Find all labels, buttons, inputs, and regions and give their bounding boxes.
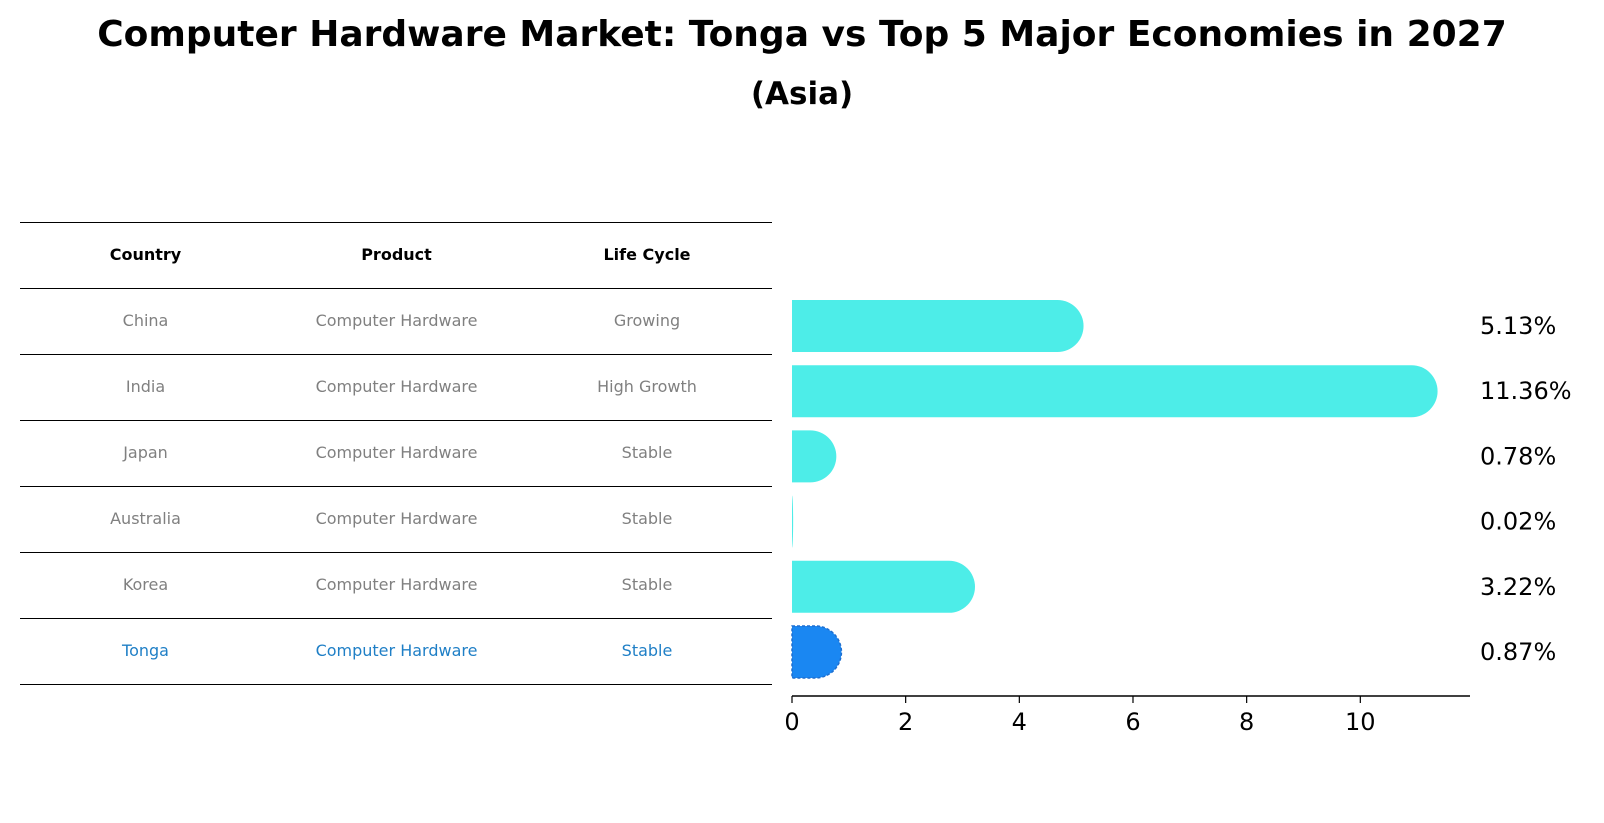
bar <box>792 430 837 483</box>
bar <box>792 300 1084 352</box>
life-cycle-cell: Stable <box>621 641 673 660</box>
column-header-country: Country <box>109 245 182 264</box>
column-header-product: Product <box>361 245 432 264</box>
bar <box>792 560 975 613</box>
table-top-rule <box>20 222 772 223</box>
x-tick-label: 8 <box>1239 708 1254 736</box>
chart-title: Computer Hardware Market: Tonga vs Top 5… <box>97 14 1507 55</box>
table-row: Korea Computer Hardware Stable <box>20 552 772 618</box>
x-axis: 0 2 4 6 8 10 <box>784 695 1470 736</box>
table-row: Japan Computer Hardware Stable <box>20 420 772 486</box>
life-cycle-cell: Stable <box>621 575 673 594</box>
life-cycle-cell: Stable <box>621 443 673 462</box>
product-cell: Computer Hardware <box>315 641 478 660</box>
bar <box>792 495 794 548</box>
x-tick-label: 6 <box>1125 708 1140 736</box>
x-tick-label: 2 <box>898 708 913 736</box>
product-cell: Computer Hardware <box>315 311 478 330</box>
country-cell: Korea <box>122 575 169 594</box>
product-cell: Computer Hardware <box>315 575 478 594</box>
x-tick-label: 10 <box>1345 708 1376 736</box>
row-divider <box>20 618 772 619</box>
x-tick-label: 4 <box>1012 708 1027 736</box>
bar <box>791 365 1438 418</box>
table-row-highlighted: Tonga Computer Hardware Stable <box>20 618 772 684</box>
country-cell: Australia <box>110 509 181 528</box>
table-row: China Computer Hardware Growing <box>20 288 772 354</box>
bars-group <box>791 300 1438 679</box>
country-cell: Tonga <box>122 641 169 660</box>
bar-value-label: 5.13% <box>1480 312 1556 340</box>
bar-highlighted <box>791 625 843 679</box>
table-bottom-rule <box>20 684 772 685</box>
x-tick-label: 0 <box>784 708 799 736</box>
table-header-rule <box>20 288 772 289</box>
row-divider <box>20 486 772 487</box>
value-labels-group: 5.13% 11.36% 0.78% 0.02% 3.22% 0.87% <box>1480 312 1572 666</box>
life-cycle-cell: Growing <box>613 311 681 330</box>
row-divider <box>20 420 772 421</box>
bar-value-label: 0.78% <box>1480 442 1556 470</box>
row-divider <box>20 552 772 553</box>
life-cycle-cell: High Growth <box>597 377 697 396</box>
row-divider <box>20 354 772 355</box>
life-cycle-cell: Stable <box>621 509 673 528</box>
bar-value-label: 11.36% <box>1480 377 1572 405</box>
product-cell: Computer Hardware <box>315 509 478 528</box>
table-row: Australia Computer Hardware Stable <box>20 486 772 552</box>
bar-value-label: 0.87% <box>1480 638 1556 666</box>
table-row: India Computer Hardware High Growth <box>20 354 772 420</box>
product-cell: Computer Hardware <box>315 443 478 462</box>
bar-value-label: 0.02% <box>1480 508 1556 536</box>
country-cell: China <box>122 311 169 330</box>
column-header-life-cycle: Life Cycle <box>603 245 691 264</box>
country-cell: India <box>125 377 166 396</box>
table-header-row: Country Product Life Cycle <box>20 222 772 288</box>
country-cell: Japan <box>123 443 168 462</box>
chart-subtitle: (Asia) <box>750 76 854 112</box>
bar-value-label: 3.22% <box>1480 573 1556 601</box>
product-cell: Computer Hardware <box>315 377 478 396</box>
